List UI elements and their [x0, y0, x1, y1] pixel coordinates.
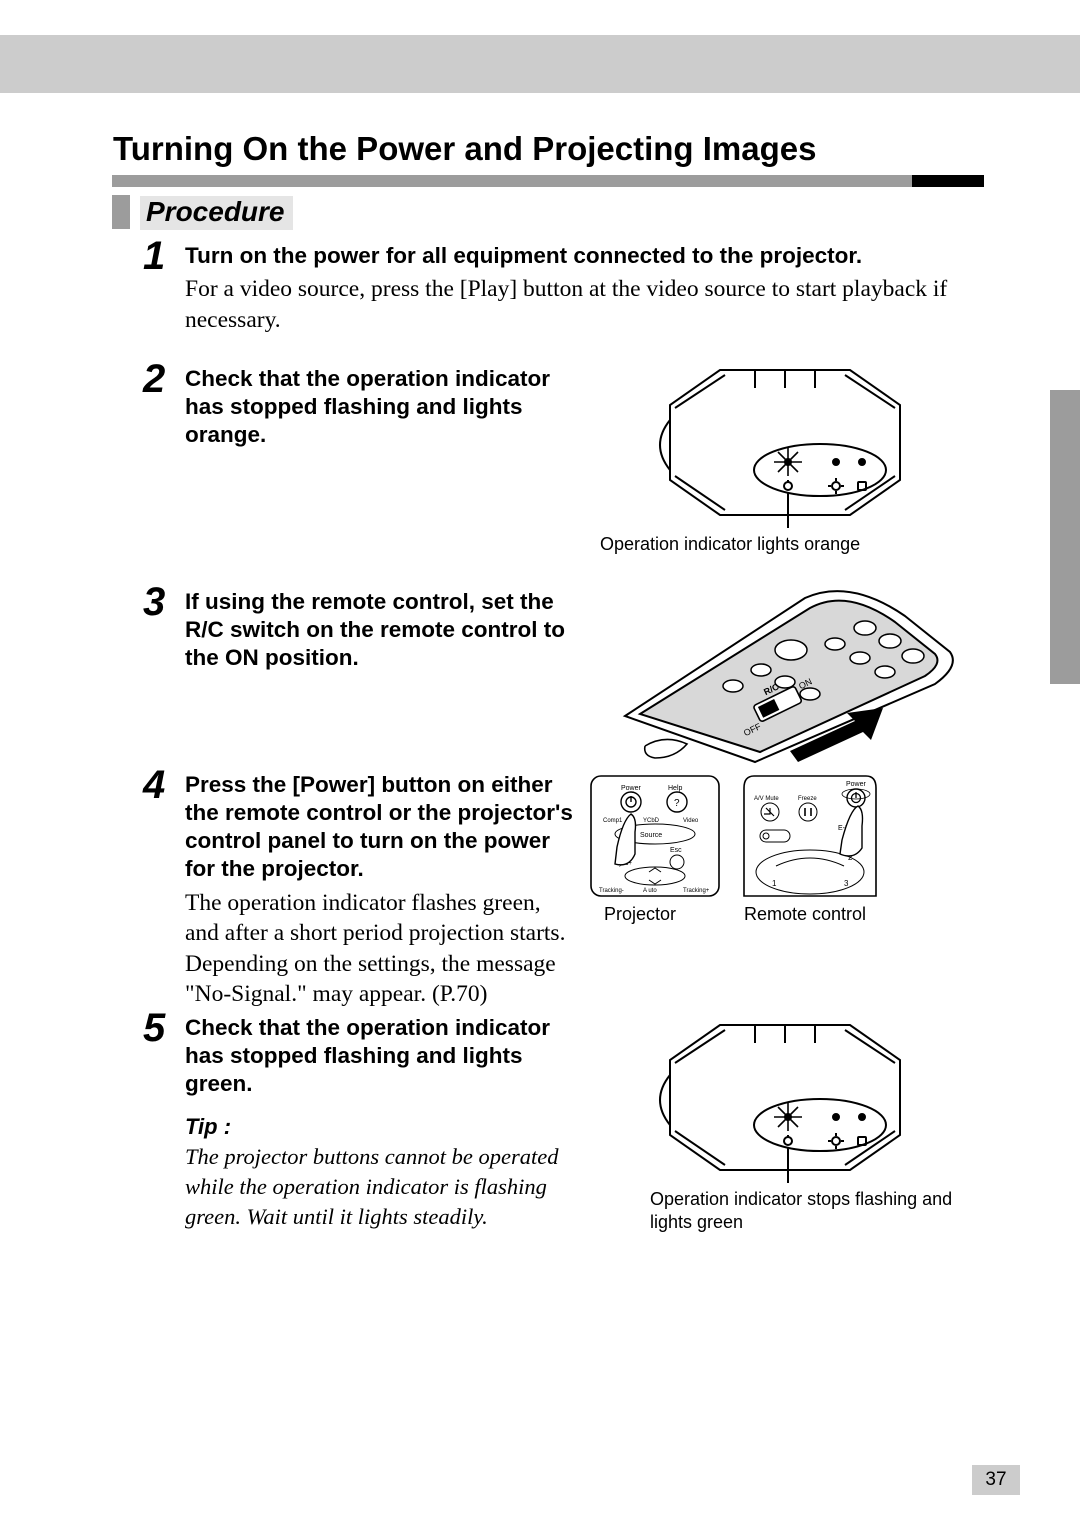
tip-text: The projector buttons cannot be operated… — [185, 1142, 580, 1231]
step-1: 1 Turn on the power for all equipment co… — [143, 242, 963, 335]
ycbd-label: YCbD — [643, 818, 660, 824]
tip-label: Tip : — [185, 1114, 580, 1140]
video-label: Video — [683, 818, 699, 824]
step-heading: Check that the operation indicator has s… — [185, 1014, 580, 1098]
esc-label: Esc — [670, 847, 682, 854]
page-number: 37 — [972, 1465, 1020, 1495]
tracking-minus-label: Tracking- — [599, 888, 624, 894]
auto-label: A uto — [643, 888, 657, 894]
svg-text:1: 1 — [772, 879, 777, 888]
remote-panel-figure: Power A/V Mute Freeze E-Zoom 1 3 2 — [740, 772, 880, 905]
remote-switch-figure: OFF R/C ON — [615, 586, 960, 771]
step-heading: Turn on the power for all equipment conn… — [185, 242, 955, 270]
figure-caption: Operation indicator stops flashing and l… — [650, 1188, 970, 1235]
step-heading: Check that the operation indicator has s… — [185, 365, 580, 449]
svg-text:3: 3 — [844, 879, 849, 888]
projector-indicator-figure — [640, 360, 940, 535]
step-heading: Press the [Power] button on either the r… — [185, 771, 580, 884]
source-label: Source — [640, 832, 662, 839]
figure-caption: Projector — [604, 903, 676, 926]
title-underline-gray — [112, 175, 912, 187]
tracking-plus-label: Tracking+ — [683, 888, 710, 894]
side-tab — [1050, 390, 1080, 684]
step-number: 3 — [143, 580, 165, 625]
avmute-label: A/V Mute — [754, 796, 779, 802]
figure-caption: Remote control — [744, 903, 866, 926]
step-number: 4 — [143, 763, 165, 808]
header-band — [0, 35, 1080, 93]
step-text: The operation indicator flashes green, a… — [185, 888, 580, 1010]
step-number: 1 — [143, 234, 165, 279]
projector-panel-figure: Power Help ? Comp1 YCbD Video Source Esc… — [585, 772, 725, 905]
procedure-band — [112, 195, 130, 229]
step-number: 5 — [143, 1006, 165, 1051]
freeze-label: Freeze — [798, 796, 817, 802]
page-title: Turning On the Power and Projecting Imag… — [113, 130, 816, 168]
procedure-label: Procedure — [140, 196, 293, 230]
figure-caption: Operation indicator lights orange — [600, 533, 970, 556]
projector-indicator-green-figure — [640, 1015, 940, 1190]
power-label: Power — [846, 781, 867, 788]
help-label: Help — [668, 785, 683, 792]
title-underline-black — [912, 175, 984, 187]
comp-label: Comp1 — [603, 818, 623, 824]
svg-text:?: ? — [674, 798, 680, 809]
step-number: 2 — [143, 357, 165, 402]
power-label: Power — [621, 785, 642, 792]
step-text: For a video source, press the [Play] but… — [185, 274, 955, 335]
step-heading: If using the remote control, set the R/C… — [185, 588, 580, 672]
